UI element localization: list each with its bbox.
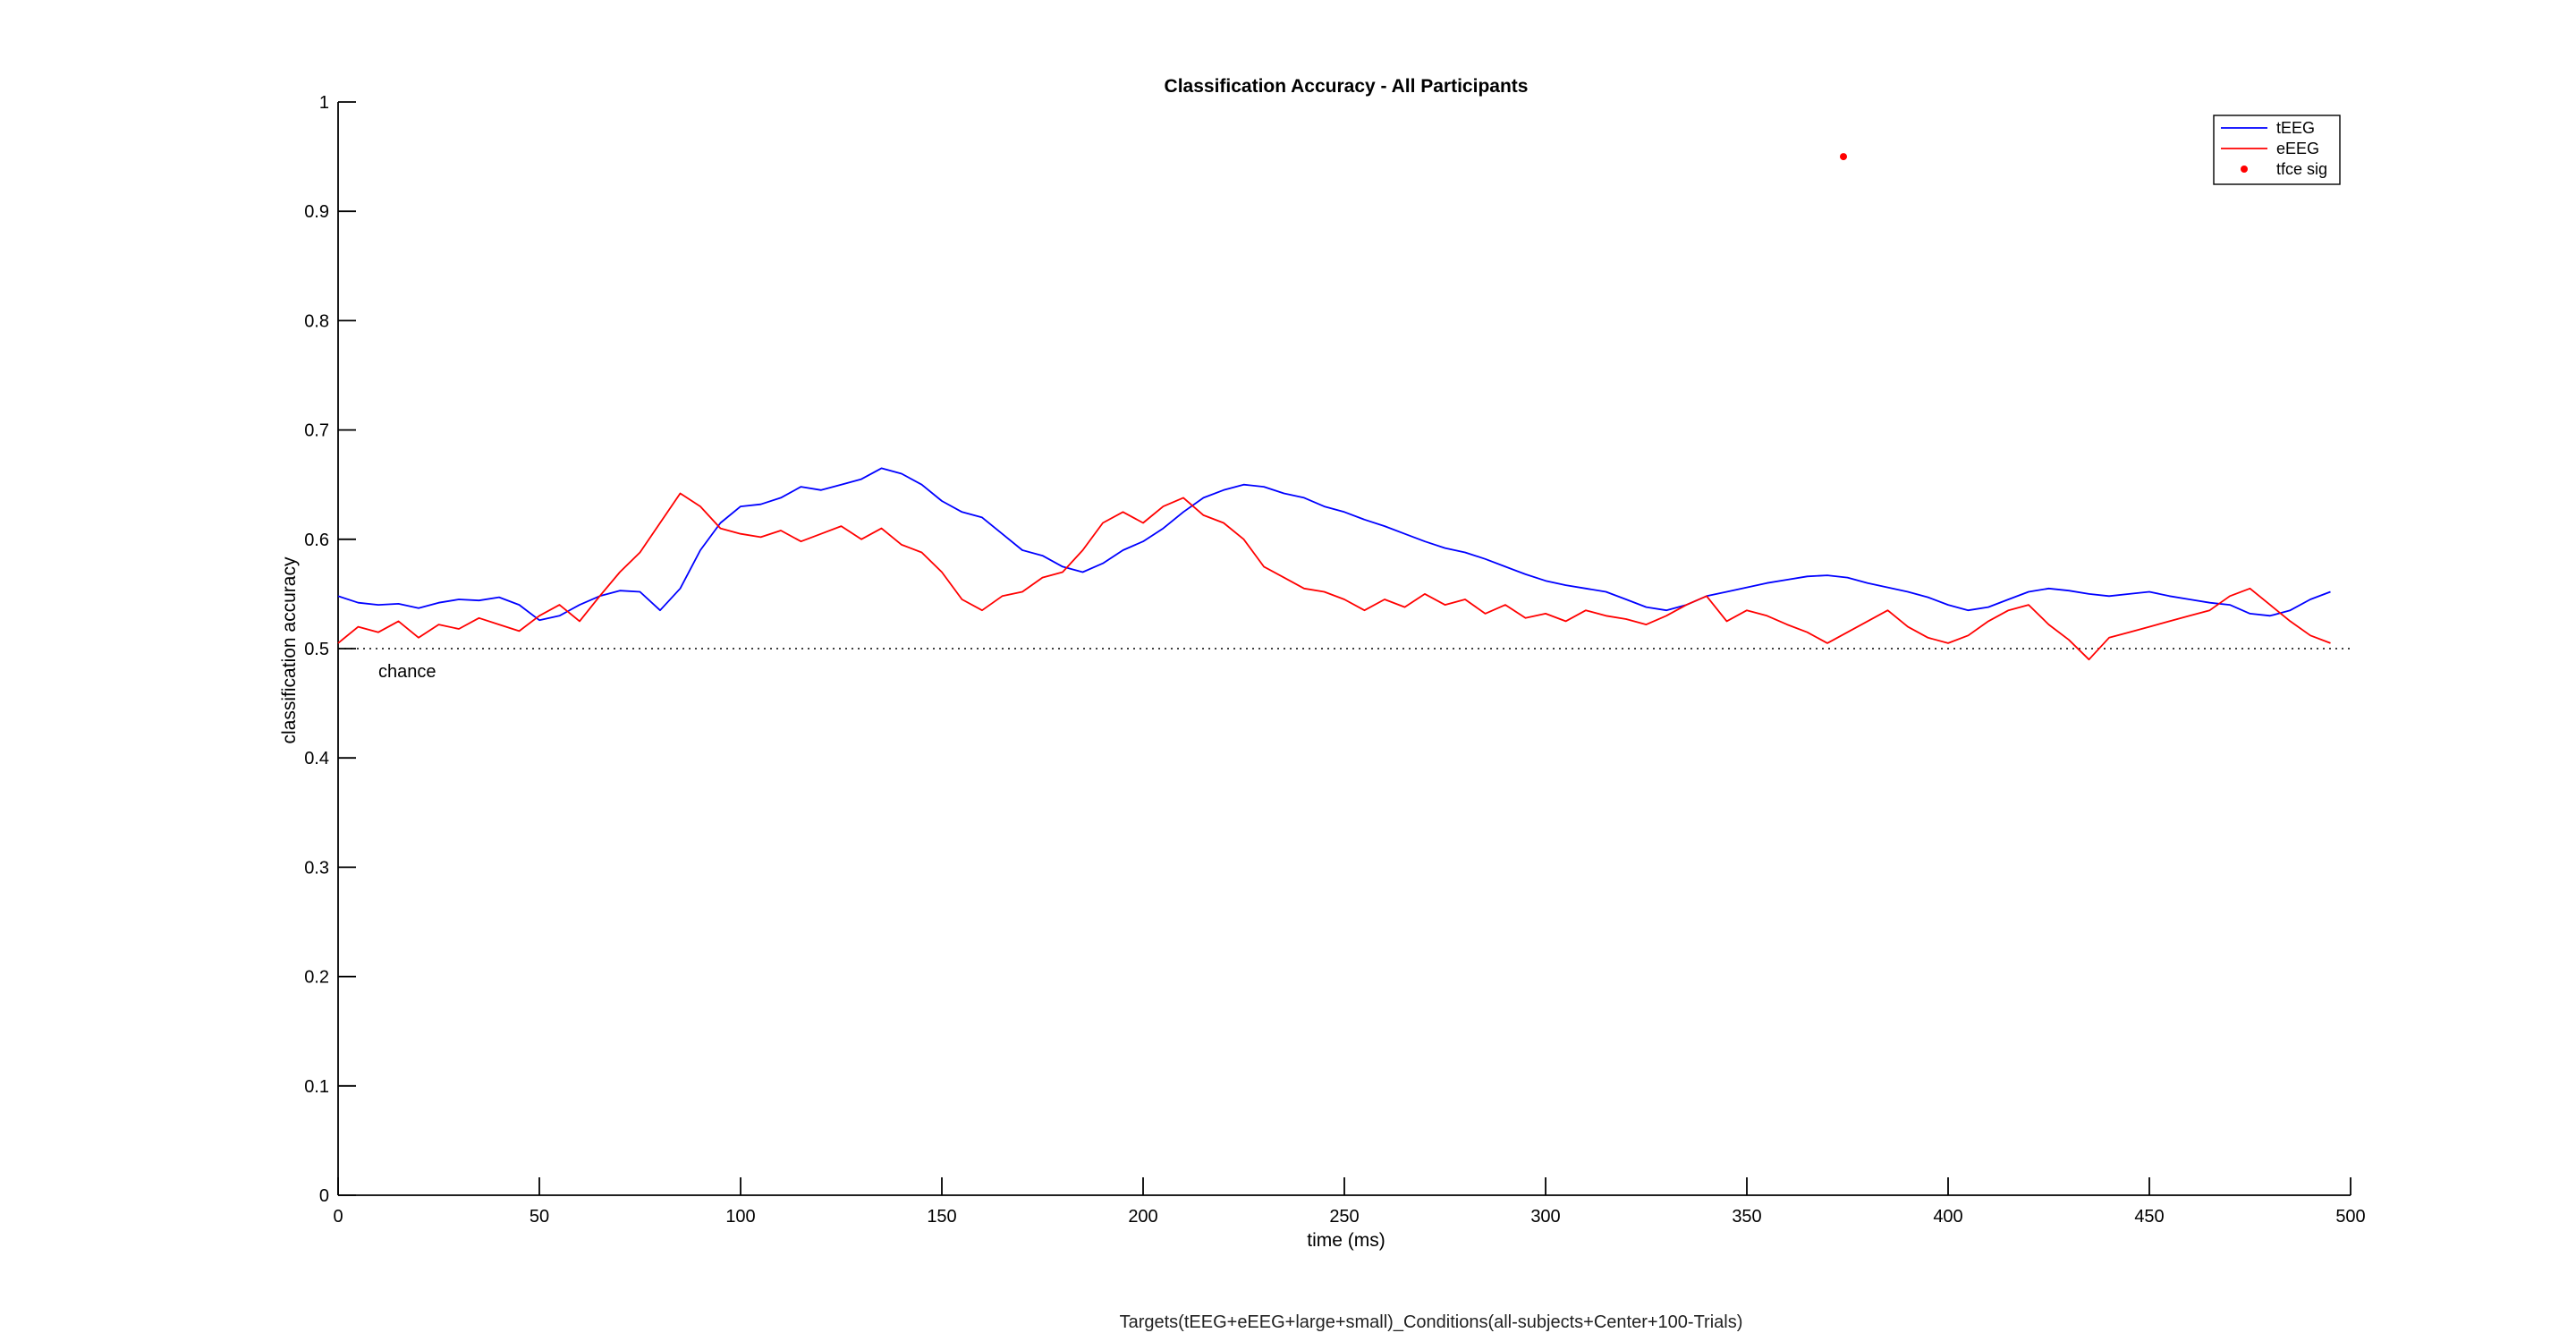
y-tick-label: 0.9 bbox=[304, 202, 329, 222]
chance-label: chance bbox=[378, 662, 436, 682]
y-axis-label: classification accuracy bbox=[279, 556, 300, 743]
x-tick-label: 100 bbox=[725, 1207, 755, 1227]
y-tick-label: 0.3 bbox=[304, 858, 329, 878]
y-tick-label: 1 bbox=[319, 93, 329, 113]
x-tick-label: 0 bbox=[333, 1207, 343, 1227]
x-tick-label: 200 bbox=[1128, 1207, 1157, 1227]
plot-area: 0 50 100 150 200 250 300 350 400 450 500 0 0.1 0.2 0.… bbox=[304, 93, 2366, 1227]
x-tick-label: 250 bbox=[1329, 1207, 1359, 1227]
legend-label-teeg: tEEG bbox=[2276, 119, 2315, 137]
y-tick-label: 0 bbox=[319, 1186, 329, 1206]
legend-label-eeeg: eEEG bbox=[2276, 140, 2319, 157]
x-tick-label: 450 bbox=[2134, 1207, 2164, 1227]
x-tick-label: 500 bbox=[2335, 1207, 2365, 1227]
x-tick-label: 400 bbox=[1933, 1207, 1962, 1227]
legend-swatch-tfce-sig bbox=[2241, 166, 2248, 173]
x-tick-label: 350 bbox=[1732, 1207, 1761, 1227]
significance-marker bbox=[1840, 153, 1847, 161]
y-tick-label: 0.1 bbox=[304, 1077, 329, 1097]
y-axis-ticks: 0 0.1 0.2 0.3 0.4 0.5 0.6 0.7 0.8 0.9 1 bbox=[304, 93, 356, 1206]
x-axis-label: time (ms) bbox=[1307, 1230, 1385, 1251]
x-axis-ticks: 0 50 100 150 200 250 300 350 400 450 500 bbox=[333, 1177, 2366, 1227]
legend-label-tfce-sig: tfce sig bbox=[2276, 160, 2327, 178]
x-tick-label: 50 bbox=[530, 1207, 549, 1227]
series-line-teeg bbox=[337, 467, 2331, 622]
y-tick-label: 0.4 bbox=[304, 749, 329, 768]
chart-title: Classification Accuracy - All Participan… bbox=[1165, 76, 1529, 97]
legend-box bbox=[2213, 115, 2341, 185]
footer-caption: Targets(tEEG+eEEG+large+small)_Condition… bbox=[1120, 1312, 1743, 1332]
legend-items: tEEG eEEG tfce sig bbox=[2221, 119, 2327, 178]
y-tick-label: 0.7 bbox=[304, 421, 329, 441]
y-tick-label: 0.6 bbox=[304, 531, 329, 550]
x-tick-label: 300 bbox=[1530, 1207, 1560, 1227]
series-layer bbox=[337, 153, 2331, 661]
x-tick-label: 150 bbox=[927, 1207, 956, 1227]
y-tick-label: 0.8 bbox=[304, 311, 329, 331]
y-tick-label: 0.2 bbox=[304, 968, 329, 988]
series-line-eeeg bbox=[337, 492, 2331, 661]
legend: tEEG eEEG tfce sig bbox=[2213, 115, 2341, 185]
y-tick-label: 0.5 bbox=[304, 640, 329, 659]
